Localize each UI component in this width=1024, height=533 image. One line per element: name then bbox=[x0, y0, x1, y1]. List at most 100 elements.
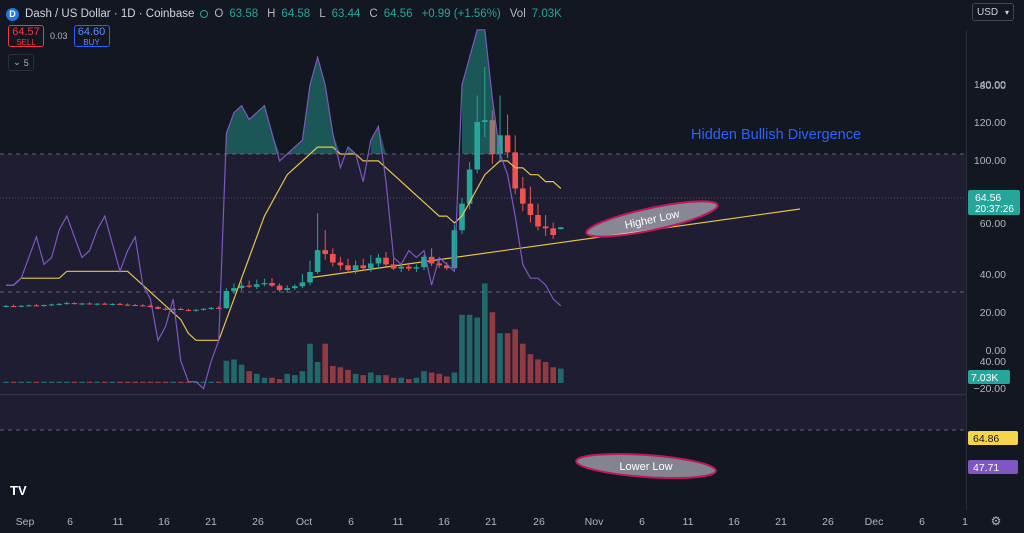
candle-body bbox=[406, 266, 412, 269]
rsi-overbought-fill bbox=[370, 126, 386, 154]
volume-bar bbox=[284, 373, 290, 383]
volume-bar bbox=[200, 381, 207, 383]
volume-bar bbox=[550, 367, 556, 383]
time-tick-label: 6 bbox=[919, 516, 925, 528]
volume-bar bbox=[520, 343, 526, 383]
candle-body bbox=[368, 263, 374, 269]
gear-icon[interactable]: ⚙ bbox=[991, 514, 1002, 528]
candle-body bbox=[208, 307, 214, 309]
volume-bar bbox=[512, 329, 518, 383]
time-tick-label: 26 bbox=[822, 516, 834, 528]
candle-body bbox=[527, 203, 534, 216]
volume-bar bbox=[345, 369, 351, 383]
candle-body bbox=[132, 305, 138, 307]
volume-bar bbox=[276, 379, 283, 383]
candle-body bbox=[155, 307, 161, 309]
time-tick-label: Oct bbox=[296, 516, 312, 528]
candle-body bbox=[512, 152, 518, 189]
volume-bar bbox=[246, 371, 252, 383]
dash-logo-icon: D bbox=[6, 7, 19, 21]
rsi-tick-label: 40.00 bbox=[980, 356, 1006, 368]
rsi-tick-label: 80.00 bbox=[980, 80, 1006, 92]
volume-bar bbox=[375, 375, 382, 383]
ohlc-change: +0.99 (+1.56%) bbox=[421, 8, 501, 20]
volume-bar bbox=[71, 381, 78, 383]
buy-button[interactable]: 64.60 BUY bbox=[73, 25, 110, 47]
indicators-collapse-button[interactable]: ⌄ 5 bbox=[8, 54, 34, 71]
candle-body bbox=[140, 305, 146, 307]
rsi-overbought-fill bbox=[287, 57, 341, 154]
sell-button[interactable]: 64.57 SELL bbox=[8, 25, 44, 47]
candle-body bbox=[109, 303, 116, 305]
currency-select[interactable]: USD ▾ bbox=[972, 3, 1014, 21]
candle-body bbox=[41, 305, 47, 307]
candle-body bbox=[102, 303, 108, 305]
price-series[interactable] bbox=[3, 66, 564, 312]
ohlc-volume: 7.03K bbox=[531, 8, 562, 20]
volume-bar bbox=[368, 372, 374, 383]
candle-body bbox=[307, 271, 313, 283]
chevron-down-icon: ▾ bbox=[1004, 7, 1009, 17]
candle-body bbox=[185, 309, 192, 311]
time-tick-label: 21 bbox=[485, 516, 497, 528]
candle-body bbox=[413, 267, 420, 269]
time-tick-label: 1 bbox=[962, 516, 968, 528]
candle-body bbox=[330, 253, 336, 263]
candle-body bbox=[200, 308, 207, 310]
bar-countdown: 20:37:26 bbox=[975, 204, 1014, 215]
candle-body bbox=[124, 304, 131, 306]
candle-body bbox=[314, 250, 321, 272]
last-price-value: 64.56 bbox=[975, 192, 1001, 204]
volume-bar bbox=[216, 381, 222, 383]
candle-body bbox=[162, 308, 169, 310]
volume-bar bbox=[109, 381, 116, 383]
volume-bar bbox=[406, 379, 412, 383]
volume-bar bbox=[33, 381, 40, 383]
time-tick-label: Sep bbox=[16, 516, 35, 528]
rsi-tick-label: 60.00 bbox=[980, 218, 1006, 230]
candle-body bbox=[56, 303, 62, 305]
volume-bar bbox=[314, 362, 321, 383]
rsi-ma-tag bbox=[968, 431, 1018, 445]
volume-bar bbox=[41, 381, 47, 383]
candle-body bbox=[147, 305, 154, 308]
candle-body bbox=[322, 250, 328, 254]
lower-low-ellipse bbox=[575, 452, 717, 480]
candle-body bbox=[170, 308, 176, 310]
volume-bar bbox=[147, 381, 154, 383]
volume-tag bbox=[968, 370, 1010, 384]
rsi-tag bbox=[968, 460, 1018, 474]
ohlc-vol-key: Vol bbox=[509, 8, 526, 20]
volume-bar bbox=[535, 359, 541, 383]
sell-label: SELL bbox=[16, 38, 36, 47]
time-tick-label: 6 bbox=[639, 516, 645, 528]
higher-low-ellipse bbox=[585, 200, 719, 238]
volume-bar bbox=[466, 314, 473, 383]
volume-bar bbox=[178, 381, 184, 383]
candle-body bbox=[558, 227, 564, 230]
candle-body bbox=[345, 265, 351, 271]
volume-bar bbox=[360, 375, 366, 383]
volume-bar bbox=[155, 381, 161, 383]
time-tick-label: Nov bbox=[585, 516, 604, 528]
time-tick-label: 16 bbox=[158, 516, 170, 528]
candle-body bbox=[33, 305, 40, 307]
candle-body bbox=[231, 288, 237, 291]
volume-bar bbox=[558, 368, 564, 383]
volume-bar bbox=[140, 381, 146, 383]
candle-body bbox=[299, 282, 306, 287]
volume-bar bbox=[444, 376, 450, 383]
lower-low-label: Lower Low bbox=[619, 461, 672, 473]
rsi-overbought-fill bbox=[348, 147, 364, 154]
volume-bar bbox=[261, 377, 268, 383]
volume-bar bbox=[208, 381, 214, 383]
rsi-series[interactable] bbox=[6, 29, 562, 390]
volume-bar bbox=[542, 362, 549, 383]
time-tick-label: 11 bbox=[393, 516, 404, 528]
candle-body bbox=[520, 188, 526, 204]
volume-bar bbox=[170, 381, 176, 383]
symbol-legend: D Dash / US Dollar · 1D · Coinbase O 63.5… bbox=[6, 4, 565, 24]
volume-bar bbox=[238, 364, 245, 383]
symbol-title[interactable]: Dash / US Dollar · 1D · Coinbase bbox=[25, 8, 195, 20]
